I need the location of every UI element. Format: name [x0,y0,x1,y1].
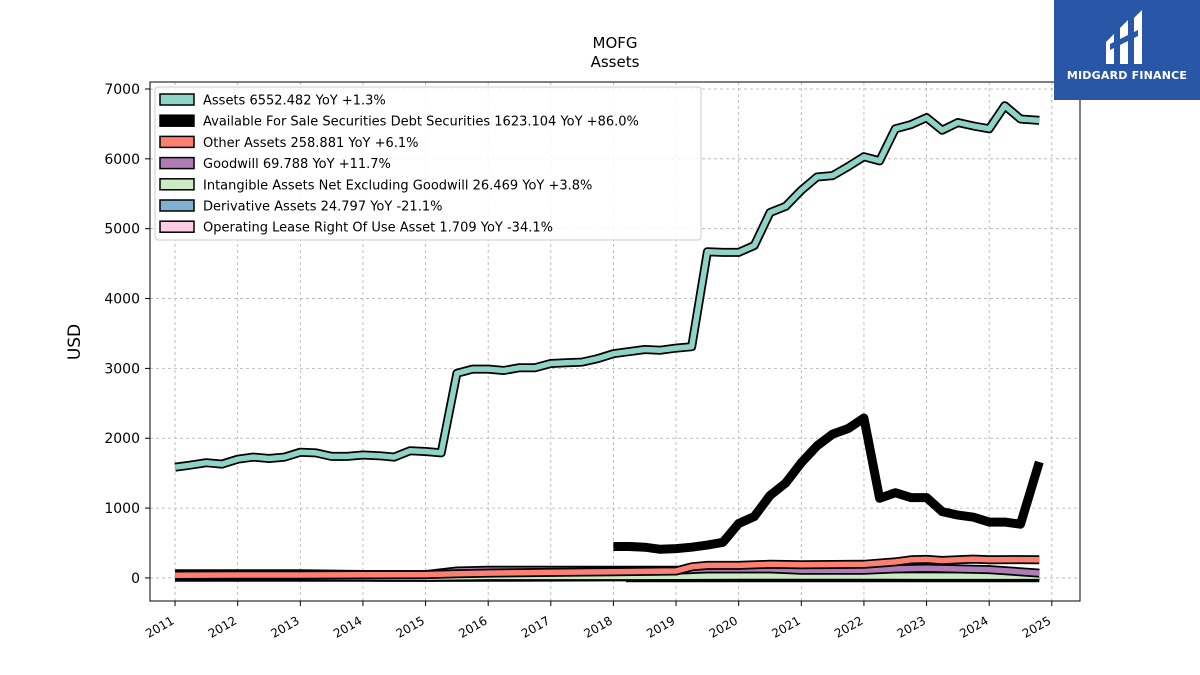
series-line-assets [174,101,1040,472]
legend-entry: Derivative Assets 24.797 YoY -21.1% [203,200,442,215]
x-tick-label: 2022 [832,613,865,640]
y-tick-label: 2000 [104,431,140,447]
y-tick-label: 6000 [104,152,140,168]
chart-subtitle: Assets [591,53,640,71]
legend-swatch [159,156,195,170]
y-tick-label: 1000 [104,501,140,517]
brand-mark-icon [1106,10,1142,64]
x-tick-label: 2012 [206,613,239,640]
y-tick-label: 4000 [104,292,140,308]
x-tick-label: 2016 [456,613,489,640]
x-tick-label: 2014 [331,613,364,640]
x-tick-label: 2021 [769,613,802,640]
x-tick-label: 2011 [143,613,176,640]
y-tick-label: 0 [131,571,140,587]
x-tick-label: 2023 [895,613,928,640]
x-tick-label: 2025 [1020,613,1053,640]
legend-entry: Assets 6552.482 YoY +1.3% [203,94,386,109]
brand-logo: MIDGARD FINANCE [1054,0,1200,100]
y-tick-label: 5000 [104,222,140,238]
legend-swatch [159,220,195,233]
legend: Assets 6552.482 YoY +1.3% Available For S… [154,86,702,241]
legend-entry: Other Assets 258.881 YoY +6.1% [203,136,419,151]
y-axis-label: USD [65,324,85,360]
x-tick-label: 2015 [394,613,427,640]
series-line-available-for-sale-securities-debt-securities [613,413,1044,554]
x-tick-label: 2024 [957,613,990,640]
series-stroke [174,102,1040,470]
x-tick-label: 2017 [519,613,552,640]
series-lines [174,101,1044,583]
x-tick-label: 2013 [268,613,301,640]
brand-name: MIDGARD FINANCE [1066,69,1188,82]
x-tick-label: 2020 [707,613,740,640]
legend-box [154,86,702,241]
x-tick-label: 2019 [644,613,677,640]
plot-frame [149,81,1081,602]
legend-swatch [159,199,195,212]
legend-swatch [159,114,195,127]
legend-entry: Intangible Assets Net Excluding Goodwill… [203,178,592,193]
legend-entry: Available For Sale Securities Debt Secur… [203,115,639,130]
legend-entry: Goodwill 69.788 YoY +11.7% [203,157,391,172]
series-line-other-assets [175,554,1040,580]
legend-entry: Operating Lease Right Of Use Asset 1.709… [203,221,553,236]
y-tick-label: 7000 [104,82,140,98]
series-stroke [175,556,1040,578]
x-tick-label: 2018 [581,613,614,640]
chart-title: MOFG [593,34,638,52]
y-tick-label: 3000 [104,361,140,377]
legend-swatch [159,93,195,106]
legend-swatch [159,135,195,149]
legend-swatch [159,178,195,191]
